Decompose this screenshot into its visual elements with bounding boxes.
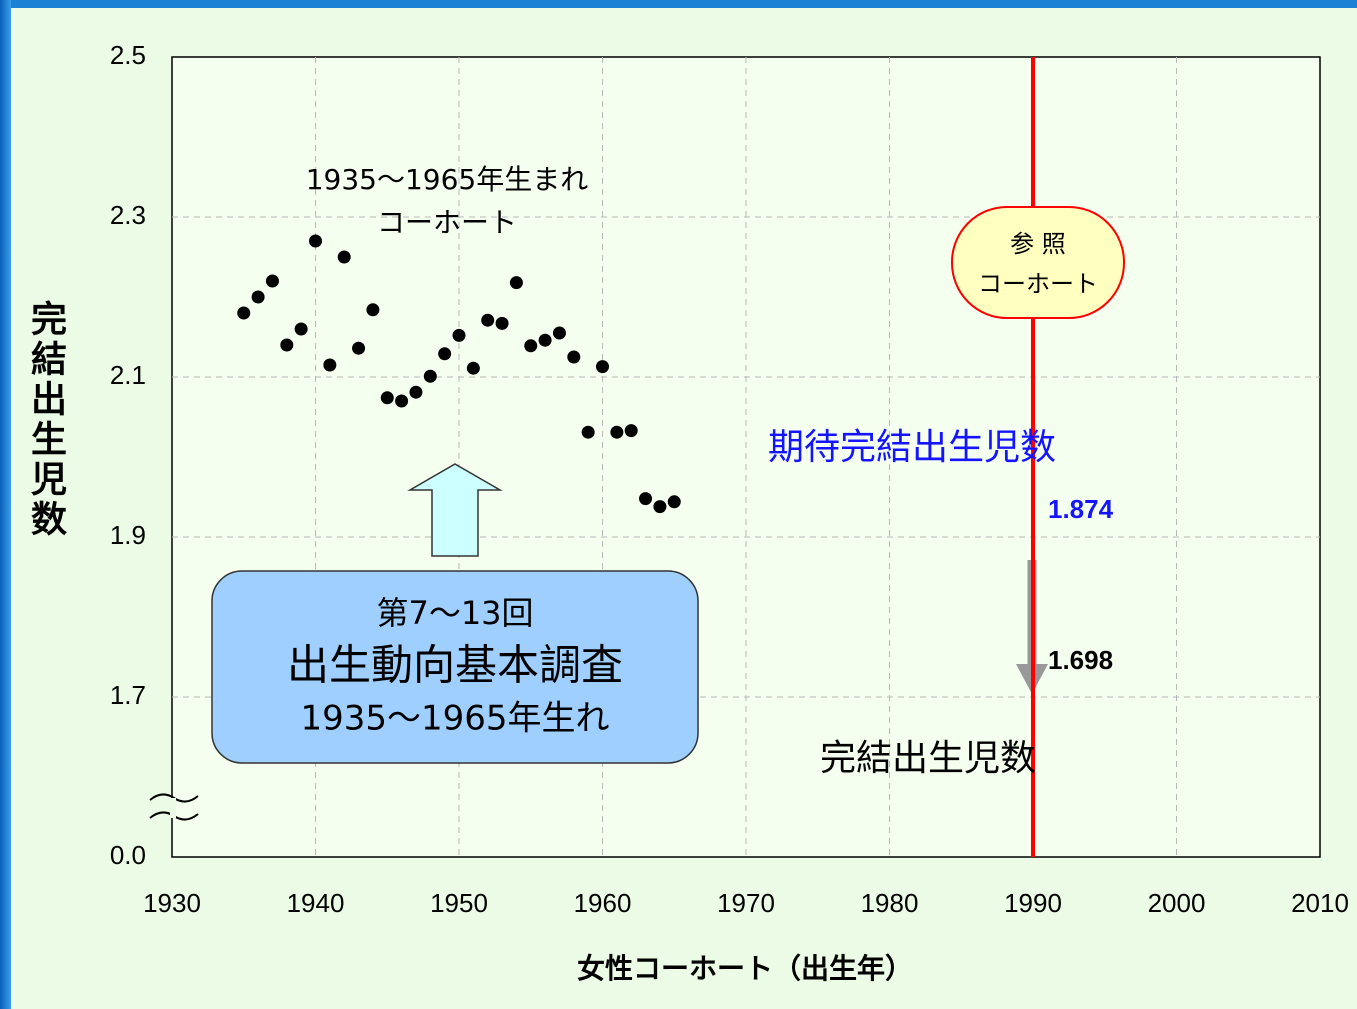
data-point (380, 391, 394, 405)
reference-text: コーホート (978, 270, 1098, 298)
value-label: 1.874 (1048, 494, 1114, 524)
data-point (481, 313, 495, 327)
data-point (438, 347, 452, 361)
axis-break-gap (170, 798, 176, 818)
value-label: 1.698 (1048, 645, 1113, 675)
data-point (495, 316, 509, 330)
y-axis-label: 完結出生児数 (25, 300, 67, 540)
data-point (337, 250, 351, 264)
x-tick-label: 1990 (1004, 888, 1062, 918)
data-point (309, 234, 322, 248)
data-point (409, 385, 423, 399)
data-point (552, 326, 566, 340)
frame-top (0, 0, 1357, 8)
x-tick-label: 1940 (287, 888, 345, 918)
reference-box (951, 206, 1125, 319)
data-point (294, 322, 308, 336)
reference-text: 参 照 (1010, 230, 1066, 258)
survey-text: 第7〜13回 (376, 594, 533, 632)
cohort-note: コーホート (377, 206, 517, 239)
data-point (524, 339, 538, 353)
data-point (366, 303, 380, 317)
data-point (466, 361, 480, 375)
y-tick-label: 2.5 (110, 40, 146, 70)
data-point (596, 360, 609, 374)
data-point (538, 333, 552, 347)
data-point (610, 425, 624, 439)
data-point (323, 358, 337, 372)
series-label: 期待完結出生児数 (768, 427, 1056, 468)
y-tick-label: 2.3 (110, 200, 146, 230)
x-tick-label: 2010 (1291, 888, 1349, 918)
y-tick-label: 1.7 (110, 680, 146, 710)
survey-text: 出生動向基本調査 (287, 641, 623, 690)
data-point (667, 495, 681, 509)
y-tick-label: 0.0 (110, 840, 146, 870)
data-point (509, 276, 523, 290)
data-point (395, 394, 409, 408)
x-tick-label: 1980 (861, 888, 919, 918)
data-point (581, 425, 595, 439)
y-tick-label: 1.9 (110, 520, 146, 550)
frame-left (0, 0, 11, 1009)
data-point (265, 274, 279, 288)
x-tick-label: 1930 (143, 888, 201, 918)
data-point (352, 341, 366, 355)
data-point (567, 350, 581, 364)
x-tick-label: 2000 (1148, 888, 1206, 918)
data-point (423, 369, 437, 383)
data-point (251, 290, 265, 304)
marks (237, 234, 681, 514)
x-tick-label: 1960 (574, 888, 632, 918)
data-point (653, 500, 667, 514)
survey-box (211, 570, 699, 764)
x-tick-label: 1970 (717, 888, 775, 918)
survey-text: 1935〜1965年生れ (300, 699, 609, 739)
data-point (237, 306, 251, 320)
up-arrow (407, 463, 503, 557)
data-point (624, 424, 638, 438)
cohort-note: 1935〜1965年生まれ (306, 163, 589, 196)
y-tick-label: 2.1 (110, 360, 146, 390)
series-label: 完結出生児数 (820, 738, 1036, 779)
x-axis-label: 女性コーホート（出生年） (577, 952, 913, 985)
data-point (452, 328, 466, 342)
data-point (639, 492, 653, 506)
x-tick-label: 1950 (430, 888, 488, 918)
data-point (280, 338, 294, 352)
